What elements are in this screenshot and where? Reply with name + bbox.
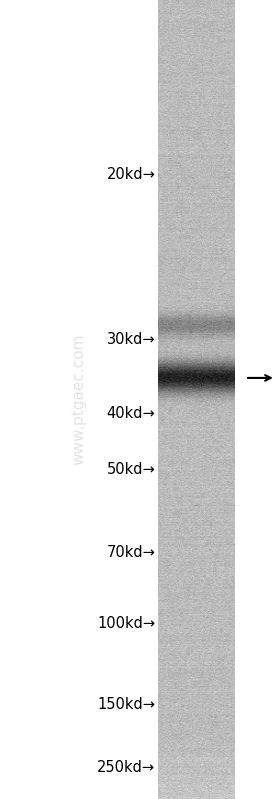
Text: www.ptgaec.com: www.ptgaec.com — [71, 334, 86, 465]
Text: 70kd→: 70kd→ — [106, 546, 155, 560]
Text: 250kd→: 250kd→ — [97, 760, 155, 774]
Text: 30kd→: 30kd→ — [107, 332, 155, 347]
Text: 100kd→: 100kd→ — [97, 616, 155, 630]
Text: 40kd→: 40kd→ — [107, 406, 155, 420]
Text: 150kd→: 150kd→ — [97, 698, 155, 712]
Text: 50kd→: 50kd→ — [107, 462, 155, 476]
Text: 20kd→: 20kd→ — [106, 167, 155, 181]
